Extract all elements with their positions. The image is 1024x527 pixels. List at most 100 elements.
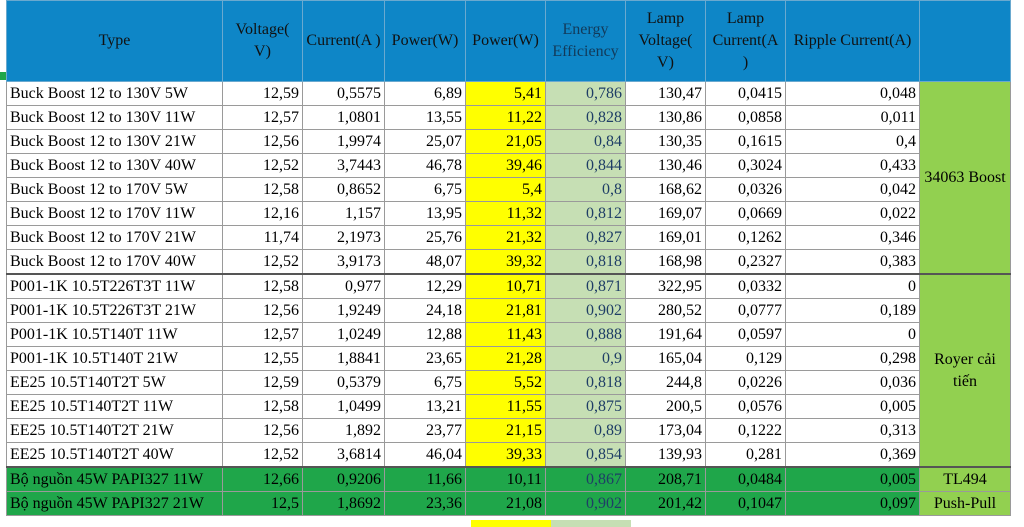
cell-current[interactable]: 1,892 bbox=[302, 418, 385, 443]
cell-lamp-voltage[interactable]: 168,62 bbox=[625, 177, 706, 202]
cell-current[interactable]: 1,9974 bbox=[302, 129, 385, 154]
cell-type[interactable]: P001-1K 10.5T226T3T 11W bbox=[6, 273, 223, 299]
cell-voltage[interactable]: 12,16 bbox=[222, 201, 303, 226]
cell-power-in[interactable]: 23,36 bbox=[384, 491, 466, 516]
cell-power-out[interactable]: 21,81 bbox=[465, 298, 546, 323]
cell-lamp-current[interactable]: 0,0777 bbox=[705, 298, 786, 323]
cell-current[interactable]: 0,8652 bbox=[302, 177, 385, 202]
cell-power-in[interactable]: 23,65 bbox=[384, 346, 466, 371]
cell-power-in[interactable]: 46,04 bbox=[384, 442, 466, 468]
cell-lamp-current[interactable]: 0,1047 bbox=[705, 491, 786, 516]
cell-lamp-current[interactable]: 0,0332 bbox=[705, 273, 786, 299]
group-label-royer[interactable]: Royer cải tiến bbox=[919, 273, 1011, 468]
cell-current[interactable]: 1,157 bbox=[302, 201, 385, 226]
cell-power-in[interactable]: 6,75 bbox=[384, 370, 466, 395]
cell-power-in[interactable]: 6,75 bbox=[384, 177, 466, 202]
cell-voltage[interactable]: 12,56 bbox=[222, 418, 303, 443]
cell-efficiency[interactable]: 0,902 bbox=[545, 298, 626, 323]
cell-voltage[interactable]: 11,74 bbox=[222, 225, 303, 250]
cell-power-out[interactable]: 21,32 bbox=[465, 225, 546, 250]
cell-current[interactable]: 0,9206 bbox=[302, 466, 385, 492]
cell-efficiency[interactable]: 0,827 bbox=[545, 225, 626, 250]
cell-lamp-current[interactable]: 0,281 bbox=[705, 442, 786, 468]
cell-power-out[interactable]: 5,41 bbox=[465, 81, 546, 106]
cell-power-in[interactable]: 25,07 bbox=[384, 129, 466, 154]
cell-lamp-current[interactable]: 0,0669 bbox=[705, 201, 786, 226]
cell-efficiency[interactable]: 0,854 bbox=[545, 442, 626, 468]
cell-lamp-current[interactable]: 0,0415 bbox=[705, 81, 786, 106]
cell-lamp-current[interactable]: 0,0484 bbox=[705, 466, 786, 492]
cell-power-out[interactable]: 39,46 bbox=[465, 153, 546, 178]
cell-power-out[interactable]: 11,32 bbox=[465, 201, 546, 226]
cell-efficiency[interactable]: 0,84 bbox=[545, 129, 626, 154]
cell-ripple[interactable]: 0,036 bbox=[785, 370, 920, 395]
header-lamp-voltage[interactable]: Lamp Voltage( V) bbox=[625, 0, 706, 82]
cell-current[interactable]: 0,5575 bbox=[302, 81, 385, 106]
cell-current[interactable]: 3,6814 bbox=[302, 442, 385, 468]
cell-power-out[interactable]: 39,33 bbox=[465, 442, 546, 468]
cell-ripple[interactable]: 0,346 bbox=[785, 225, 920, 250]
cell-voltage[interactable]: 12,5 bbox=[222, 491, 303, 516]
cell-type[interactable]: Bộ nguồn 45W PAPI327 11W bbox=[6, 466, 223, 492]
header-type[interactable]: Type bbox=[6, 0, 223, 82]
cell-efficiency[interactable]: 0,871 bbox=[545, 273, 626, 299]
cell-type[interactable]: EE25 10.5T140T2T 21W bbox=[6, 418, 223, 443]
cell-voltage[interactable]: 12,52 bbox=[222, 442, 303, 468]
cell-efficiency[interactable]: 0,89 bbox=[545, 418, 626, 443]
cell-power-in[interactable]: 13,21 bbox=[384, 394, 466, 419]
cell-lamp-voltage[interactable]: 130,46 bbox=[625, 153, 706, 178]
cell-lamp-current[interactable]: 0,0576 bbox=[705, 394, 786, 419]
cell-power-out[interactable]: 39,32 bbox=[465, 249, 546, 275]
cell-lamp-voltage[interactable]: 200,5 bbox=[625, 394, 706, 419]
cell-current[interactable]: 0,977 bbox=[302, 273, 385, 299]
cell-power-in[interactable]: 48,07 bbox=[384, 249, 466, 275]
cell-power-out[interactable]: 10,11 bbox=[465, 466, 546, 492]
cell-lamp-current[interactable]: 0,1262 bbox=[705, 225, 786, 250]
cell-voltage[interactable]: 12,58 bbox=[222, 177, 303, 202]
cell-ripple[interactable]: 0,369 bbox=[785, 442, 920, 468]
cell-voltage[interactable]: 12,66 bbox=[222, 466, 303, 492]
cell-voltage[interactable]: 12,55 bbox=[222, 346, 303, 371]
cell-ripple[interactable]: 0,048 bbox=[785, 81, 920, 106]
cell-ripple[interactable]: 0,097 bbox=[785, 491, 920, 516]
cell-voltage[interactable]: 12,59 bbox=[222, 370, 303, 395]
cell-ripple[interactable]: 0,4 bbox=[785, 129, 920, 154]
cell-current[interactable]: 1,8841 bbox=[302, 346, 385, 371]
cell-voltage[interactable]: 12,57 bbox=[222, 105, 303, 130]
cell-voltage[interactable]: 12,57 bbox=[222, 322, 303, 347]
cell-type[interactable]: Buck Boost 12 to 130V 11W bbox=[6, 105, 223, 130]
group-label-boost[interactable]: 34063 Boost bbox=[919, 81, 1011, 275]
cell-type[interactable]: Buck Boost 12 to 130V 5W bbox=[6, 81, 223, 106]
cell-efficiency[interactable]: 0,888 bbox=[545, 322, 626, 347]
cell-voltage[interactable]: 12,58 bbox=[222, 394, 303, 419]
cell-lamp-voltage[interactable]: 244,8 bbox=[625, 370, 706, 395]
header-voltage[interactable]: Voltage( V) bbox=[222, 0, 303, 82]
cell-voltage[interactable]: 12,59 bbox=[222, 81, 303, 106]
cell-power-in[interactable]: 46,78 bbox=[384, 153, 466, 178]
cell-type[interactable]: Buck Boost 12 to 130V 21W bbox=[6, 129, 223, 154]
cell-voltage[interactable]: 12,52 bbox=[222, 153, 303, 178]
cell-current[interactable]: 1,0249 bbox=[302, 322, 385, 347]
cell-current[interactable]: 3,7443 bbox=[302, 153, 385, 178]
cell-efficiency[interactable]: 0,786 bbox=[545, 81, 626, 106]
cell-power-in[interactable]: 25,76 bbox=[384, 225, 466, 250]
cell-power-in[interactable]: 12,29 bbox=[384, 273, 466, 299]
cell-power-out[interactable]: 10,71 bbox=[465, 273, 546, 299]
cell-power-out[interactable]: 5,4 bbox=[465, 177, 546, 202]
cell-type[interactable]: Buck Boost 12 to 130V 40W bbox=[6, 153, 223, 178]
cell-power-in[interactable]: 13,95 bbox=[384, 201, 466, 226]
header-current[interactable]: Current(A ) bbox=[302, 0, 385, 82]
cell-type[interactable]: P001-1K 10.5T140T 11W bbox=[6, 322, 223, 347]
cell-voltage[interactable]: 12,52 bbox=[222, 249, 303, 275]
cell-ripple[interactable]: 0,298 bbox=[785, 346, 920, 371]
cell-current[interactable]: 1,0801 bbox=[302, 105, 385, 130]
cell-power-out[interactable]: 21,08 bbox=[465, 491, 546, 516]
cell-lamp-voltage[interactable]: 139,93 bbox=[625, 442, 706, 468]
cell-current[interactable]: 3,9173 bbox=[302, 249, 385, 275]
cell-lamp-current[interactable]: 0,1615 bbox=[705, 129, 786, 154]
cell-power-out[interactable]: 11,55 bbox=[465, 394, 546, 419]
cell-ripple[interactable]: 0,313 bbox=[785, 418, 920, 443]
cell-ripple[interactable]: 0,042 bbox=[785, 177, 920, 202]
header-lamp-current[interactable]: Lamp Current(A ) bbox=[705, 0, 786, 82]
cell-ripple[interactable]: 0 bbox=[785, 273, 920, 299]
